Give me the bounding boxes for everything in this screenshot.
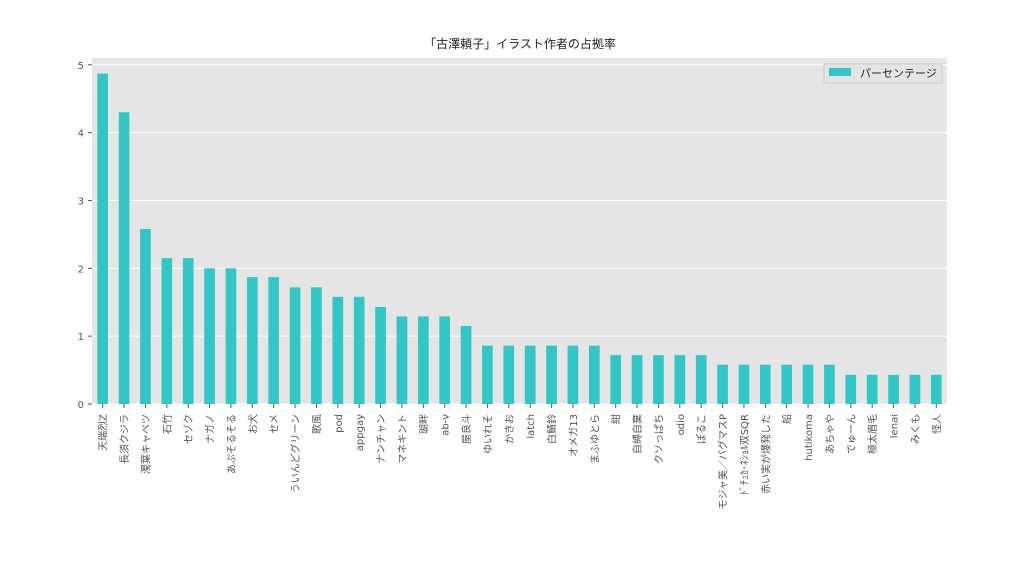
x-tick-label: セメ (269, 414, 281, 434)
bar (717, 364, 728, 404)
bar (375, 306, 386, 404)
x-tick-label: まふゆとら (589, 414, 601, 464)
x-tick-label: 紺 (610, 414, 623, 424)
x-tick-label: あちゃや (824, 414, 836, 454)
x-tick-label: ういんどグリーン (289, 414, 302, 493)
bar (610, 355, 622, 404)
x-tick-label: 屋良斗 (460, 414, 473, 444)
x-tick-label: ﾄﾞﾁｭｶ･ﾈｼｮﾙ双SQR (739, 414, 751, 495)
y-axis-ticks: 0 1 2 3 4 5 (78, 61, 92, 411)
x-tick-label: lenai (890, 414, 901, 438)
bar (246, 277, 258, 404)
x-tick-label: 濁葉キャベツ (139, 414, 152, 474)
x-tick-label: かきお (504, 414, 516, 444)
x-tick-label: でゅーん (846, 414, 858, 454)
bar (695, 355, 707, 404)
plot-area (92, 58, 947, 404)
y-tick-label: 4 (78, 129, 84, 140)
x-tick-label: あぷそるそる (226, 414, 238, 474)
x-tick-label: 長須クジラ (119, 414, 131, 464)
bar (653, 355, 664, 404)
x-tick-label: セゾク (183, 414, 195, 444)
bar (866, 374, 878, 404)
bar (118, 112, 130, 405)
x-tick-label: モジャ美／バグマスP (717, 414, 730, 510)
bar (503, 345, 515, 404)
y-tick-label: 2 (78, 264, 84, 275)
x-tick-label: 自縛自棄 (631, 414, 644, 454)
x-tick-label: hutikoma (804, 414, 815, 461)
bar (332, 296, 344, 404)
x-tick-label: latch (526, 414, 537, 439)
bar (781, 364, 793, 404)
bar (204, 268, 215, 404)
x-tick-label: 怪人 (930, 414, 943, 434)
bar (482, 345, 493, 404)
bar (439, 316, 451, 404)
bar (311, 287, 322, 404)
bar (909, 374, 921, 404)
x-tick-label: 歌風 (310, 414, 323, 434)
legend-swatch (829, 68, 851, 76)
bar (845, 374, 857, 404)
legend-label: パーセンテージ (860, 67, 937, 80)
bar (353, 296, 365, 404)
y-tick-label: 5 (78, 61, 84, 72)
bar (417, 316, 429, 404)
bar (567, 345, 579, 404)
bar (674, 355, 686, 404)
x-tick-label: 天瑞烈Z (98, 414, 110, 451)
bar (268, 277, 280, 404)
x-tick-label: マネキント (397, 414, 409, 464)
bar (140, 228, 151, 404)
x-tick-label: ナンチャン (376, 414, 388, 464)
x-tick-label: 赤い実が爆発した (759, 414, 772, 494)
x-tick-label: 極太眉毛 (866, 414, 879, 454)
bar (824, 364, 835, 404)
bar (225, 268, 237, 404)
y-tick-label: 1 (78, 332, 84, 343)
x-tick-label: 石竹 (161, 414, 174, 434)
bar (97, 73, 109, 405)
x-tick-label: クソっぱち (653, 414, 665, 464)
legend: パーセンテージ (823, 63, 943, 84)
x-tick-label: ab-v (441, 414, 452, 436)
bar (182, 258, 194, 404)
x-axis-ticks: 天瑞烈Z 長須クジラ 濁葉キャベツ 石竹 セゾク ナガノ あぷそるそる お犬 セメ ういんどグリー… (98, 404, 943, 510)
bar (396, 316, 408, 404)
bar (930, 374, 942, 404)
bar (289, 287, 301, 404)
y-tick-label: 0 (78, 400, 84, 411)
y-tick-label: 3 (78, 196, 84, 207)
x-tick-label: 船 (781, 414, 794, 424)
legend-box (823, 63, 943, 84)
x-tick-label: ぽるこ (696, 414, 708, 444)
x-tick-label: 瑚畔 (417, 414, 430, 434)
bar (546, 345, 557, 404)
bar (460, 325, 472, 404)
x-tick-label: appgay (355, 414, 366, 451)
x-tick-label: みくも (910, 414, 922, 444)
bar (888, 374, 899, 404)
x-tick-label: オメガ13 (568, 414, 580, 457)
bars (97, 73, 942, 405)
x-tick-label: 白鯖鈴 (546, 414, 559, 444)
bar (738, 364, 750, 404)
x-tick-label: odio (676, 414, 687, 435)
chart-title: 「古澤頼子」イラスト作者の占拠率 (424, 36, 616, 51)
x-tick-label: ゆいれそ (482, 414, 494, 454)
bar (631, 355, 643, 404)
bar (802, 364, 814, 404)
bar (161, 258, 173, 404)
x-tick-label: pod (334, 414, 345, 433)
bar (588, 345, 600, 404)
x-tick-label: ナガノ (205, 414, 217, 444)
bar (759, 364, 771, 404)
x-tick-label: お犬 (246, 414, 259, 434)
bar (524, 345, 536, 404)
